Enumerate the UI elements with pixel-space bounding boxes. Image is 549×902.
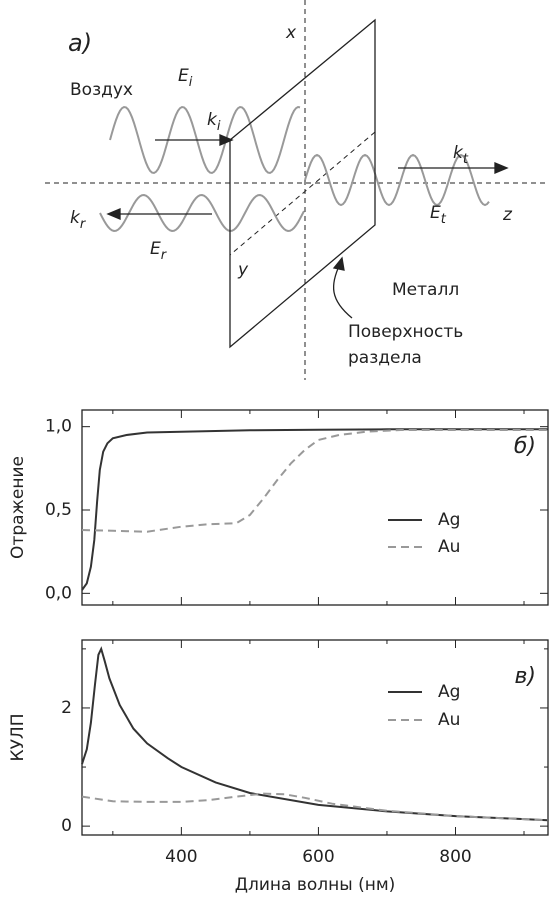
y-axis-label: КУЛП xyxy=(8,714,28,762)
series-line xyxy=(81,428,549,591)
panel-label: а) xyxy=(68,29,92,57)
arrows xyxy=(106,134,509,319)
x-tick-label: 400 xyxy=(165,847,197,867)
axis-label: x xyxy=(285,23,297,43)
plot-frame xyxy=(81,639,549,836)
panel-label: б) xyxy=(514,434,536,459)
symbol-sub: r xyxy=(161,248,168,263)
medium-label: Воздух xyxy=(70,80,133,100)
chart: 0,0 0,5 1,0 Отражение б) Ag Au xyxy=(8,409,549,606)
y-tick-label: 1,0 xyxy=(45,417,72,437)
symbol-sub: r xyxy=(80,217,87,232)
y-axis-line xyxy=(229,131,376,256)
symbol: Er xyxy=(150,239,168,263)
arrowhead xyxy=(219,134,234,146)
legend-label: Au xyxy=(438,710,460,730)
x-axis-label: Длина волны (нм) xyxy=(235,875,396,895)
symbol-sub: i xyxy=(189,75,193,90)
surface-label: раздела xyxy=(348,348,422,368)
x-tick-label: 800 xyxy=(439,847,471,867)
y-axis-label: Отражение xyxy=(8,456,28,559)
symbol-base: E xyxy=(430,203,441,223)
symbol-base: E xyxy=(178,66,189,86)
symbol: Ei xyxy=(178,66,193,90)
arrowhead xyxy=(494,162,509,174)
symbol-base: k xyxy=(207,110,218,130)
series-line xyxy=(81,429,548,533)
legend-label: Ag xyxy=(438,510,460,530)
surface-label: Поверхность xyxy=(348,322,463,342)
symbol: kr xyxy=(70,208,87,232)
symbol: ki xyxy=(207,110,221,134)
arrowhead xyxy=(332,256,345,271)
medium-label: Металл xyxy=(392,280,459,300)
pointer xyxy=(332,263,353,319)
series-line xyxy=(81,792,549,822)
legend-label: Ag xyxy=(438,682,460,702)
symbol-sub: i xyxy=(217,119,221,134)
axis-label: z xyxy=(502,205,513,225)
symbol-base: E xyxy=(150,239,161,259)
y-tick-label: 0,0 xyxy=(45,583,72,603)
symbol: Et xyxy=(430,203,447,227)
symbol-base: k xyxy=(453,143,464,163)
legend-label: Au xyxy=(438,537,460,557)
plot-frame xyxy=(81,409,549,606)
chart: 400 600 800 0 2 КУЛП Длина волны (нм) в) Ag Au xyxy=(8,639,549,895)
y-tick-label: 0,5 xyxy=(45,500,72,520)
axis-label: y xyxy=(237,260,249,280)
y-tick-label: 2 xyxy=(61,698,72,718)
x-tick-label: 600 xyxy=(302,847,334,867)
series-line xyxy=(81,646,549,822)
waves xyxy=(99,105,490,233)
symbol-sub: t xyxy=(463,152,469,167)
y-tick-label: 0 xyxy=(61,816,72,836)
symbol: kt xyxy=(453,143,469,167)
symbol-base: k xyxy=(70,208,81,228)
interface-plane xyxy=(229,18,376,349)
symbol-sub: t xyxy=(441,212,447,227)
diagram: а) x y z Воздух Металл Поверхность разде… xyxy=(45,0,545,380)
arrowhead xyxy=(106,208,121,220)
panel-label: в) xyxy=(514,664,536,689)
